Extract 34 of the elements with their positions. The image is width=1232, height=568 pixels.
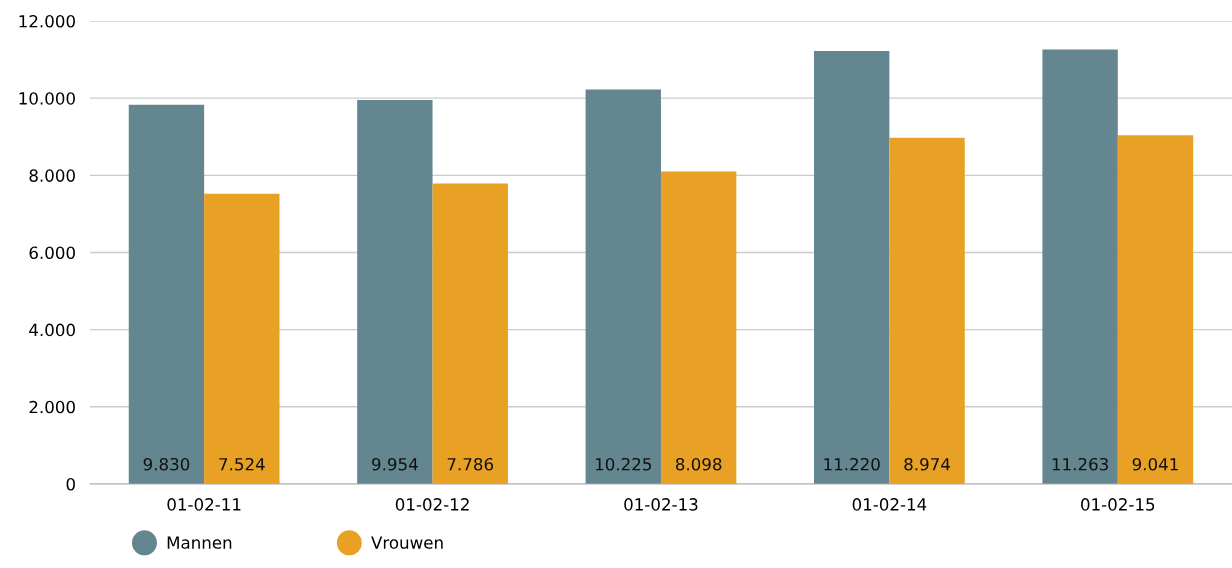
data-label: 9.830 (143, 457, 190, 471)
data-label: 8.974 (904, 457, 950, 471)
data-label: 11.263 (1052, 457, 1108, 471)
legend-label: Vrouwen (371, 536, 443, 549)
y-tick-label: 12.000 (19, 14, 75, 28)
bar (128, 104, 205, 484)
data-label: 10.225 (595, 457, 651, 471)
data-label: 7.786 (447, 457, 494, 471)
bar (889, 137, 965, 484)
x-tick-label: 01-02-13 (624, 498, 698, 511)
bar (1117, 135, 1194, 484)
bar (357, 99, 433, 484)
y-tick-label: 4.000 (29, 323, 75, 337)
bar (660, 171, 737, 484)
x-tick-label: 01-02-11 (167, 498, 241, 511)
data-label: 9.954 (372, 457, 418, 471)
bar (1042, 49, 1118, 484)
y-tick-label: 10.000 (19, 92, 75, 105)
data-label: 7.524 (219, 457, 265, 471)
bar (432, 183, 508, 484)
bar (204, 193, 280, 484)
data-label: 9.041 (1132, 457, 1178, 471)
legend-label: Mannen (167, 536, 232, 549)
x-tick-label: 01-02-14 (852, 498, 927, 511)
x-tick-label: 01-02-12 (395, 498, 469, 511)
bar (814, 51, 890, 484)
y-tick-label: 0 (66, 477, 75, 491)
y-tick-label: 8.000 (29, 169, 75, 182)
x-tick-label: 01-02-15 (1081, 498, 1155, 511)
bar (585, 89, 661, 484)
data-label: 8.098 (675, 457, 722, 471)
data-label: 11.220 (824, 457, 880, 471)
y-tick-label: 2.000 (29, 400, 75, 414)
y-tick-label: 6.000 (29, 246, 75, 260)
